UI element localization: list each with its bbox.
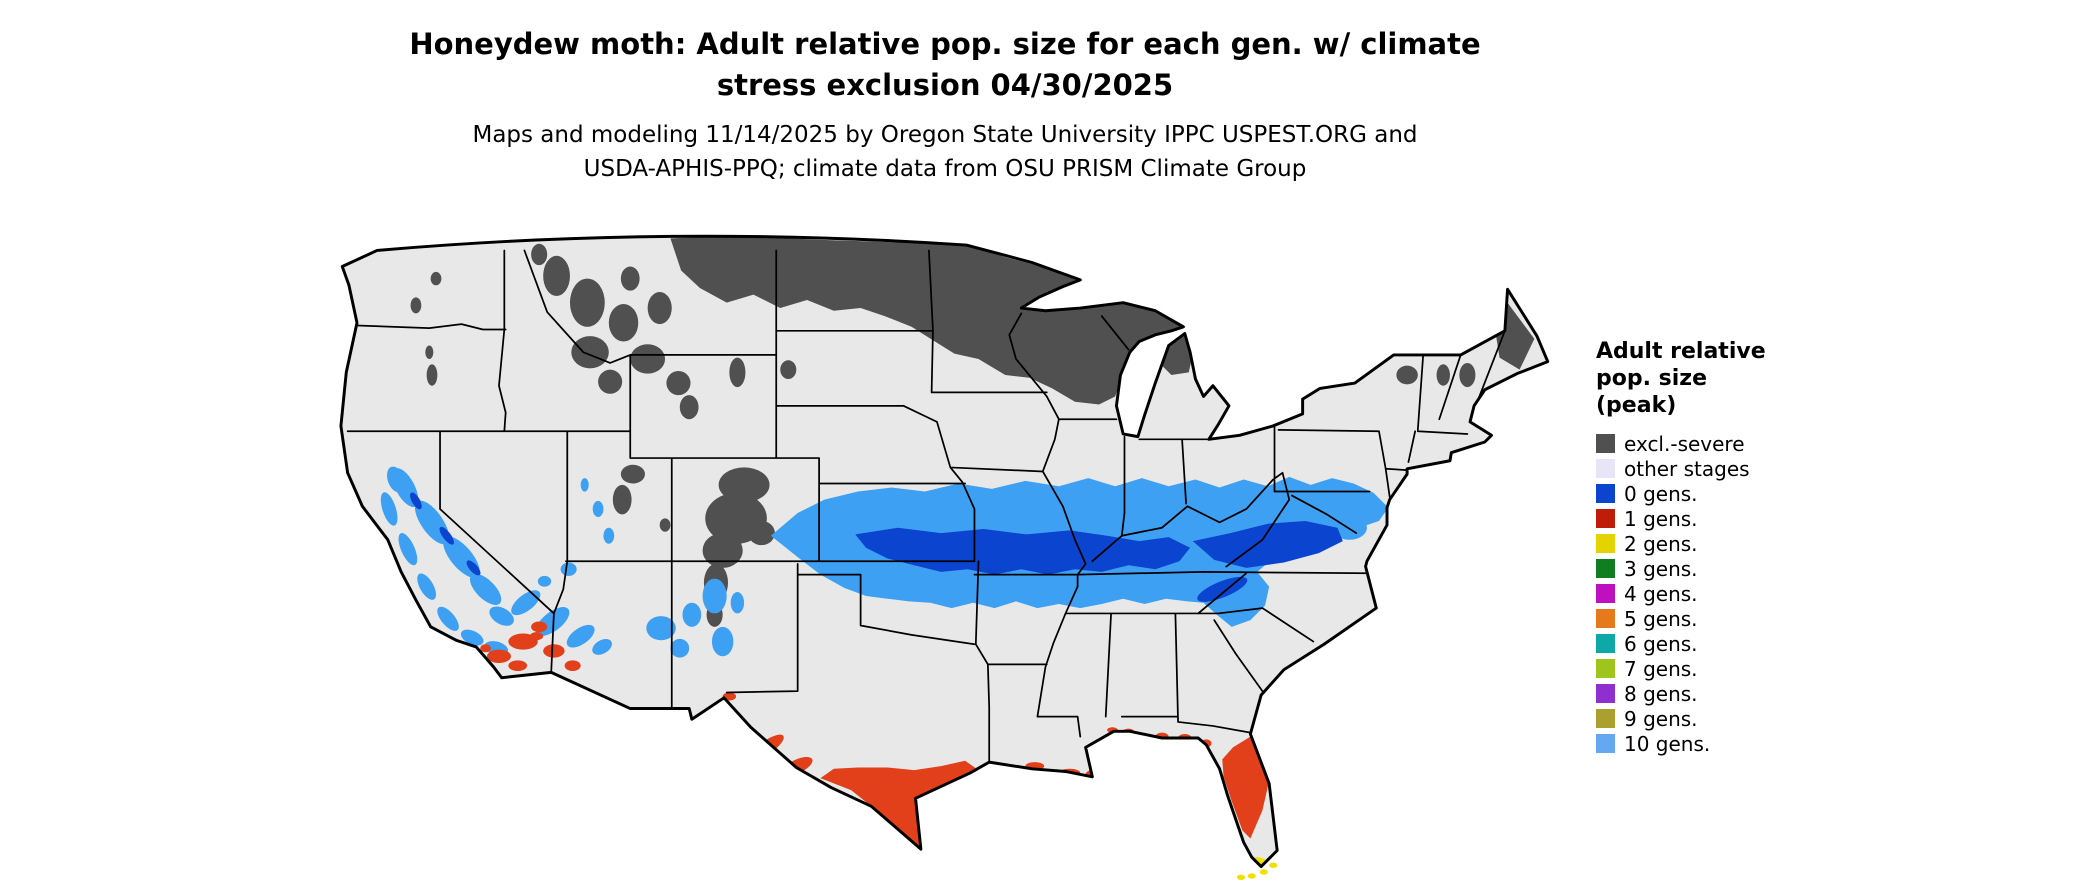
legend-item: 6 gens. (1596, 631, 1876, 656)
legend-item: 8 gens. (1596, 681, 1876, 706)
map-subtitle-line-1: Maps and modeling 11/14/2025 by Oregon S… (472, 122, 1418, 148)
legend-item: 10 gens. (1596, 731, 1876, 756)
legend-items: excl.-severe other stages 0 gens. 1 gens… (1596, 431, 1876, 756)
gens2-keys-dots (1236, 862, 1278, 880)
map-title: Honeydew moth: Adult relative pop. size … (0, 24, 1890, 106)
legend-item: 7 gens. (1596, 656, 1876, 681)
titles-block: Honeydew moth: Adult relative pop. size … (0, 24, 1890, 186)
gens1-regions (480, 621, 1270, 850)
legend-swatch (1596, 534, 1615, 553)
legend-item: other stages (1596, 456, 1876, 481)
legend-swatch (1596, 734, 1615, 753)
legend-swatch (1596, 684, 1615, 703)
legend-title-line-2: pop. size (1596, 366, 1707, 391)
legend-swatch (1596, 609, 1615, 628)
legend-swatch (1596, 509, 1615, 528)
legend: Adult relative pop. size (peak) excl.-se… (1596, 338, 1876, 756)
legend-swatch (1596, 659, 1615, 678)
legend-label: 4 gens. (1624, 581, 1698, 606)
map-subtitle-line-2: USDA-APHIS-PPQ; climate data from OSU PR… (583, 156, 1307, 182)
legend-item: excl.-severe (1596, 431, 1876, 456)
legend-swatch (1596, 484, 1615, 503)
gens0-dark-regions (410, 492, 1343, 602)
legend-swatch (1596, 584, 1615, 603)
us-map (339, 234, 1550, 880)
legend-title: Adult relative pop. size (peak) (1596, 338, 1876, 419)
legend-swatch (1596, 634, 1615, 653)
legend-swatch (1596, 434, 1615, 453)
legend-swatch (1596, 459, 1615, 478)
legend-title-line-1: Adult relative (1596, 339, 1766, 364)
legend-label: excl.-severe (1624, 431, 1745, 456)
legend-label: 7 gens. (1624, 656, 1698, 681)
legend-label: 0 gens. (1624, 481, 1698, 506)
legend-label: 3 gens. (1624, 556, 1698, 581)
excluded-regions (410, 236, 1535, 627)
legend-item: 9 gens. (1596, 706, 1876, 731)
map-title-line-2: stress exclusion 04/30/2025 (716, 68, 1174, 102)
state-borders (346, 249, 1506, 763)
legend-item: 5 gens. (1596, 606, 1876, 631)
legend-swatch (1596, 709, 1615, 728)
legend-label: 9 gens. (1624, 706, 1698, 731)
legend-label: other stages (1624, 456, 1750, 481)
legend-label: 2 gens. (1624, 531, 1698, 556)
legend-item: 1 gens. (1596, 506, 1876, 531)
legend-item: 2 gens. (1596, 531, 1876, 556)
legend-label: 6 gens. (1624, 631, 1698, 656)
legend-item: 3 gens. (1596, 556, 1876, 581)
legend-label: 5 gens. (1624, 606, 1698, 631)
legend-label: 8 gens. (1624, 681, 1698, 706)
legend-label: 1 gens. (1624, 506, 1698, 531)
legend-swatch (1596, 559, 1615, 578)
legend-item: 0 gens. (1596, 481, 1876, 506)
legend-title-line-3: (peak) (1596, 393, 1677, 418)
map-subtitle: Maps and modeling 11/14/2025 by Oregon S… (0, 118, 1890, 186)
legend-item: 4 gens. (1596, 581, 1876, 606)
legend-label: 10 gens. (1624, 731, 1711, 756)
map-title-line-1: Honeydew moth: Adult relative pop. size … (409, 27, 1481, 61)
